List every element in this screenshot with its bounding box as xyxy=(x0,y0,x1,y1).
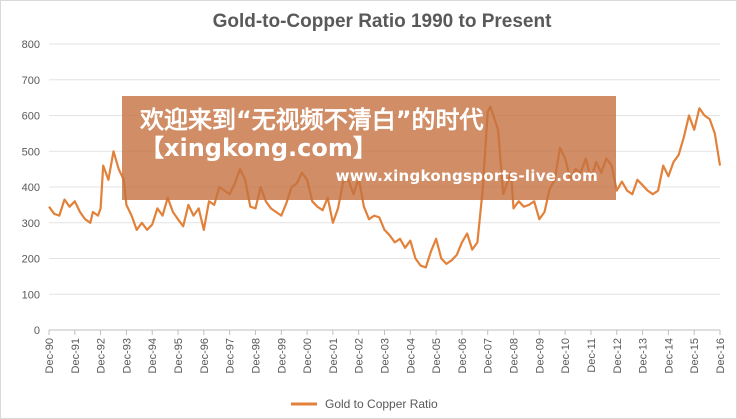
x-tick-label: Dec-12 xyxy=(612,338,624,373)
x-tick-label: Dec-05 xyxy=(431,338,443,373)
x-tick-label: Dec-16 xyxy=(715,338,727,373)
x-tick-label: Dec-97 xyxy=(225,338,237,373)
watermark-banner: 欢迎来到“无视频不清白”的时代 【xingkong.com】 www.xingk… xyxy=(122,96,616,200)
y-tick-label: 200 xyxy=(22,254,40,266)
x-tick-label: Dec-10 xyxy=(560,338,572,373)
y-tick-label: 500 xyxy=(22,146,40,158)
chart-title: Gold-to-Copper Ratio 1990 to Present xyxy=(213,11,553,32)
x-tick-label: Dec-02 xyxy=(354,338,366,373)
y-tick-label: 0 xyxy=(34,325,40,337)
x-tick-label: Dec-11 xyxy=(586,338,598,373)
y-tick-label: 800 xyxy=(22,39,40,51)
banner-url: www.xingkongsports-live.com xyxy=(335,167,598,185)
x-tick-label: Dec-96 xyxy=(199,338,211,373)
x-axis: Dec-90 Dec-91 Dec-92 Dec-93 Dec-94 Dec-95 Dec-… xyxy=(44,330,727,373)
x-tick-label: Dec-98 xyxy=(250,338,262,373)
legend: Gold to Copper Ratio xyxy=(291,397,438,411)
x-tick-label: Dec-04 xyxy=(405,338,417,373)
y-tick-label: 300 xyxy=(22,218,40,230)
x-tick-label: Dec-09 xyxy=(534,338,546,373)
legend-label: Gold to Copper Ratio xyxy=(325,397,438,411)
x-tick-label: Dec-95 xyxy=(173,338,185,373)
x-tick-label: Dec-94 xyxy=(147,338,159,373)
x-tick-label: Dec-93 xyxy=(121,338,133,373)
banner-headline: 欢迎来到“无视频不清白”的时代 xyxy=(140,106,484,134)
x-tick-label: Dec-92 xyxy=(96,338,108,373)
x-tick-label: Dec-99 xyxy=(276,338,288,373)
x-tick-label: Dec-08 xyxy=(509,338,521,373)
x-tick-label: Dec-06 xyxy=(457,338,469,373)
y-axis: 0 100 200 300 400 500 600 700 800 xyxy=(22,39,40,337)
banner-site-name: 【xingkong.com】 xyxy=(140,134,377,162)
y-tick-label: 100 xyxy=(22,289,40,301)
y-tick-label: 400 xyxy=(22,182,40,194)
x-tick-label: Dec-07 xyxy=(483,338,495,373)
x-tick-label: Dec-15 xyxy=(689,338,701,373)
y-tick-label: 600 xyxy=(22,111,40,123)
y-tick-label: 700 xyxy=(22,75,40,87)
x-tick-label: Dec-03 xyxy=(380,338,392,373)
x-tick-label: Dec-01 xyxy=(328,338,340,373)
x-tick-label: Dec-90 xyxy=(44,338,56,373)
x-tick-label: Dec-00 xyxy=(302,338,314,373)
x-tick-label: Dec-91 xyxy=(70,338,82,373)
x-tick-label: Dec-14 xyxy=(663,338,675,373)
x-tick-label: Dec-13 xyxy=(638,338,650,373)
